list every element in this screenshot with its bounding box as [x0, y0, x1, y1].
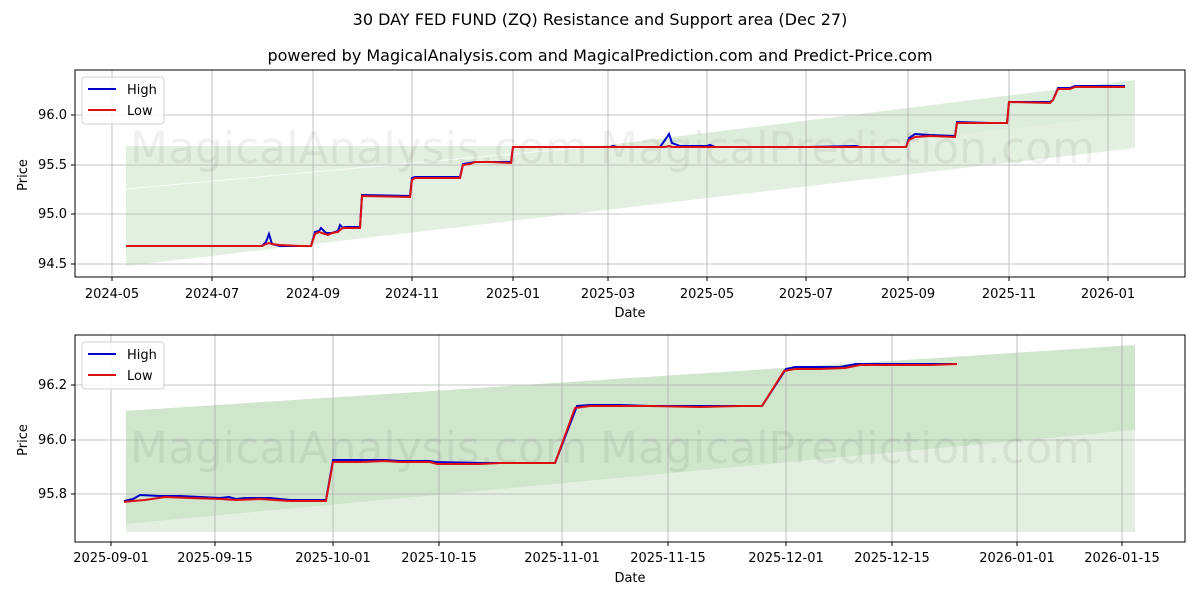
bottom-y-tick-label: 96.0 — [38, 433, 67, 448]
bottom-x-tick-label: 2025-11-01 — [524, 551, 600, 566]
top-x-tick-label: 2025-07 — [779, 287, 833, 302]
watermark-analysis-2: MagicalAnalysis.com — [130, 272, 588, 323]
top-axes-frame — [74, 69, 1186, 278]
bottom-legend: High Low — [81, 341, 165, 390]
top-x-tick-label: 2024-11 — [385, 287, 439, 302]
top-band-midline — [125, 145, 601, 190]
top-x-tick-label: 2025-11 — [982, 287, 1036, 302]
bottom-y-tick-label: 96.2 — [38, 378, 67, 393]
bottom-x-tick-label: 2025-10-15 — [401, 551, 477, 566]
top-grid — [75, 70, 1185, 277]
top-x-tick-label: 2024-09 — [286, 287, 340, 302]
top-plot-area: MagicalAnalysis.com MagicalPrediction.co… — [75, 70, 1185, 323]
bottom-x-tick-label: 2025-10-01 — [295, 551, 371, 566]
top-y-tick-label: 94.5 — [38, 257, 67, 272]
bottom-x-tick-label: 2025-12-01 — [748, 551, 824, 566]
bottom-y-tick-label: 95.8 — [38, 487, 67, 502]
chart-title: 30 DAY FED FUND (ZQ) Resistance and Supp… — [352, 10, 848, 29]
bottom-x-tick-marks — [110, 542, 1123, 546]
bottom-x-axis-label: Date — [614, 571, 645, 586]
bottom-x-tick-label: 2025-12-15 — [854, 551, 930, 566]
top-y-axis-label: Price — [16, 159, 31, 191]
top-support-band-lower — [600, 115, 1135, 175]
top-y-tick-marks — [71, 114, 75, 265]
top-x-tick-label: 2026-01 — [1081, 287, 1135, 302]
watermark-prediction-3: MagicalPrediction.com — [600, 423, 1095, 474]
top-y-tick-label: 96.0 — [38, 108, 67, 123]
top-y-tick-label: 95.5 — [38, 158, 67, 173]
bottom-low-line — [123, 363, 958, 503]
top-x-tick-label: 2025-01 — [486, 287, 540, 302]
bottom-x-tick-label: 2025-09-15 — [177, 551, 253, 566]
top-x-tick-label: 2025-09 — [881, 287, 935, 302]
top-legend: High Low — [81, 76, 165, 125]
legend-high-label: High — [127, 83, 157, 98]
watermark-analysis-3: MagicalAnalysis.com — [130, 423, 588, 474]
bottom-x-tick-label: 2026-01-01 — [979, 551, 1055, 566]
bottom-y-tick-marks — [71, 384, 75, 495]
bottom-resistance-band — [126, 345, 1135, 524]
legend-high-label: High — [127, 348, 157, 363]
bottom-support-band — [126, 430, 1135, 532]
bottom-grid — [75, 335, 1185, 542]
top-x-tick-label: 2024-07 — [185, 287, 239, 302]
chart-subtitle: powered by MagicalAnalysis.com and Magic… — [267, 46, 933, 65]
top-x-tick-label: 2025-03 — [581, 287, 635, 302]
legend-low-label: Low — [127, 369, 153, 384]
bottom-y-axis-label: Price — [16, 424, 31, 456]
watermark-analysis: MagicalAnalysis.com — [130, 123, 588, 174]
top-x-tick-label: 2024-05 — [85, 287, 139, 302]
bottom-axes-frame — [74, 334, 1186, 543]
watermark-prediction: MagicalPrediction.com — [600, 123, 1095, 174]
bottom-x-tick-label: 2025-11-15 — [630, 551, 706, 566]
top-low-line — [126, 86, 1125, 247]
bottom-plot-area: MagicalAnalysis.com MagicalPrediction.co… — [75, 335, 1185, 542]
top-support-band — [126, 146, 1135, 266]
top-x-tick-marks — [111, 277, 1109, 281]
legend-low-label: Low — [127, 104, 153, 119]
bottom-x-tick-label: 2025-09-01 — [73, 551, 149, 566]
top-y-tick-label: 95.0 — [38, 207, 67, 222]
watermark-prediction-2: MagicalPrediction.com — [600, 272, 1095, 323]
top-x-axis-label: Date — [614, 306, 645, 321]
bottom-x-tick-label: 2026-01-15 — [1084, 551, 1160, 566]
top-chart: MagicalAnalysis.com MagicalPrediction.co… — [16, 69, 1186, 323]
top-x-tick-label: 2025-05 — [680, 287, 734, 302]
bottom-chart: MagicalAnalysis.com MagicalPrediction.co… — [16, 334, 1186, 586]
